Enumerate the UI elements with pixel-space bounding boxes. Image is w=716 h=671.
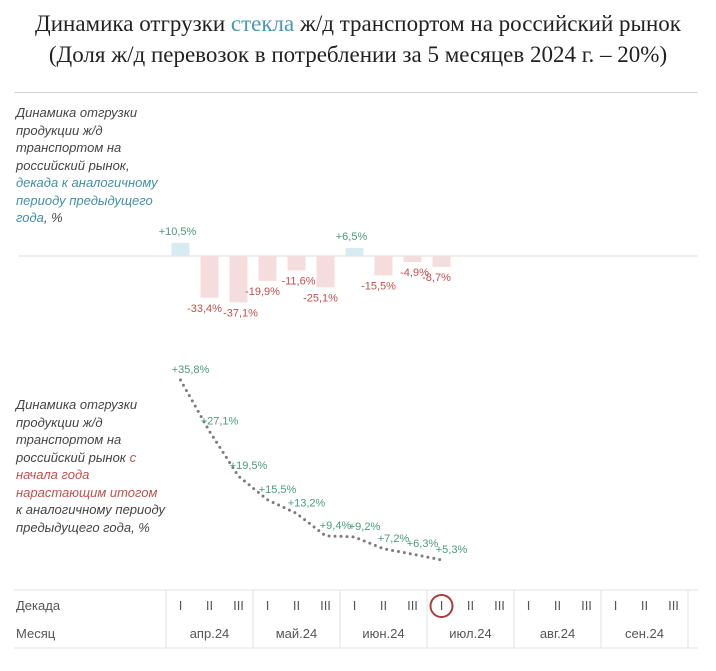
- month-label-1: апр.24: [190, 626, 230, 641]
- bar-3: [229, 256, 248, 303]
- bar-4: [258, 256, 277, 281]
- decade-tick-10: I: [440, 598, 444, 613]
- month-label-4: июл.24: [449, 626, 491, 641]
- current-decade-highlight: [429, 594, 454, 618]
- top-label-part1: Динамика отгрузки продукции ж/д транспор…: [16, 105, 138, 173]
- decade-tick-12: III: [494, 598, 505, 613]
- decade-tick-6: III: [320, 598, 331, 613]
- decade-tick-4: I: [266, 598, 270, 613]
- decade-tick-9: III: [407, 598, 418, 613]
- bar-label-1: +10,5%: [159, 226, 197, 238]
- title-text-b: ж/д транспортом на российский рынок: [294, 11, 681, 36]
- line-label-8: +7,2%: [378, 533, 410, 545]
- decade-tick-16: I: [614, 598, 618, 613]
- decade-tick-8: II: [380, 598, 387, 613]
- chart-title: Динамика отгрузки стекла ж/д транспортом…: [0, 8, 716, 70]
- decade-tick-13: I: [527, 598, 531, 613]
- bar-8: [374, 256, 393, 276]
- line-label-7: +9,2%: [349, 521, 381, 533]
- bottom-label-part2: с начала года нарастающим итогом: [16, 449, 158, 500]
- decade-tick-11: II: [467, 598, 474, 613]
- bar-10: [432, 256, 451, 267]
- month-label-6: сен.24: [625, 626, 664, 641]
- line-label-4: +15,5%: [259, 484, 297, 496]
- bar-label-5: -11,6%: [281, 276, 315, 288]
- bar-1: [171, 242, 190, 256]
- title-line-2: (Доля ж/д перевозок в потреблении за 5 м…: [48, 42, 668, 67]
- month-label-5: авг.24: [540, 626, 575, 641]
- bar-label-6: -25,1%: [303, 292, 338, 304]
- bar-6: [316, 256, 335, 288]
- axis-row-label-month: Месяц: [16, 626, 56, 641]
- bottom-label-part3: к аналогичному периоду предыдущего года,…: [16, 502, 166, 535]
- decade-tick-1: I: [179, 598, 183, 613]
- title-line-1: Динамика отгрузки стекла ж/д транспортом…: [0, 8, 716, 39]
- bar-label-9: -4,9%: [400, 267, 429, 279]
- bar-7: [345, 247, 364, 256]
- bar-label-10: -8,7%: [422, 272, 451, 284]
- decade-tick-18: III: [668, 598, 679, 613]
- month-label-2: май.24: [276, 626, 318, 641]
- bottom-label-part1: Динамика отгрузки продукции ж/д транспор…: [16, 397, 138, 465]
- line-label-5: +13,2%: [288, 497, 326, 509]
- bar-label-7: +6,5%: [336, 231, 368, 243]
- line-label-9: +6,3%: [407, 538, 439, 550]
- top-label-part2: декада к аналогичному периоду предыдущег…: [16, 175, 158, 225]
- title-highlight: стекла: [230, 11, 295, 36]
- decade-tick-3: III: [233, 598, 244, 613]
- month-label-3: июн.24: [362, 626, 404, 641]
- cumulative-line: [179, 378, 443, 562]
- axis-row-label-decade: Декада: [16, 598, 61, 613]
- decade-tick-5: II: [293, 598, 300, 613]
- decade-tick-14: II: [554, 598, 561, 613]
- decade-tick-15: III: [581, 598, 592, 613]
- bar-label-4: -19,9%: [245, 286, 280, 298]
- decade-tick-17: II: [641, 598, 648, 613]
- line-label-10: +5,3%: [436, 544, 468, 556]
- bar-5: [287, 256, 306, 271]
- line-label-2: +27,1%: [201, 415, 239, 427]
- title-divider: [14, 92, 698, 93]
- line-label-1: +35,8%: [172, 364, 210, 376]
- decade-tick-7: I: [353, 598, 357, 613]
- bar-label-3: -37,1%: [223, 307, 258, 319]
- line-label-3: +19,5%: [230, 460, 268, 472]
- bottom-chart-label: Динамика отгрузки продукции ж/д транспор…: [16, 396, 166, 536]
- bar-label-2: -33,4%: [187, 303, 222, 315]
- title-text-a: Динамика отгрузки: [35, 11, 231, 36]
- bar-9: [403, 256, 422, 263]
- bar-2: [200, 256, 219, 298]
- line-label-6: +9,4%: [320, 520, 352, 532]
- top-chart-label: Динамика отгрузки продукции ж/д транспор…: [16, 104, 166, 227]
- decade-tick-2: II: [206, 598, 213, 613]
- bar-label-8: -15,5%: [361, 280, 396, 292]
- top-label-part3: , %: [43, 210, 63, 225]
